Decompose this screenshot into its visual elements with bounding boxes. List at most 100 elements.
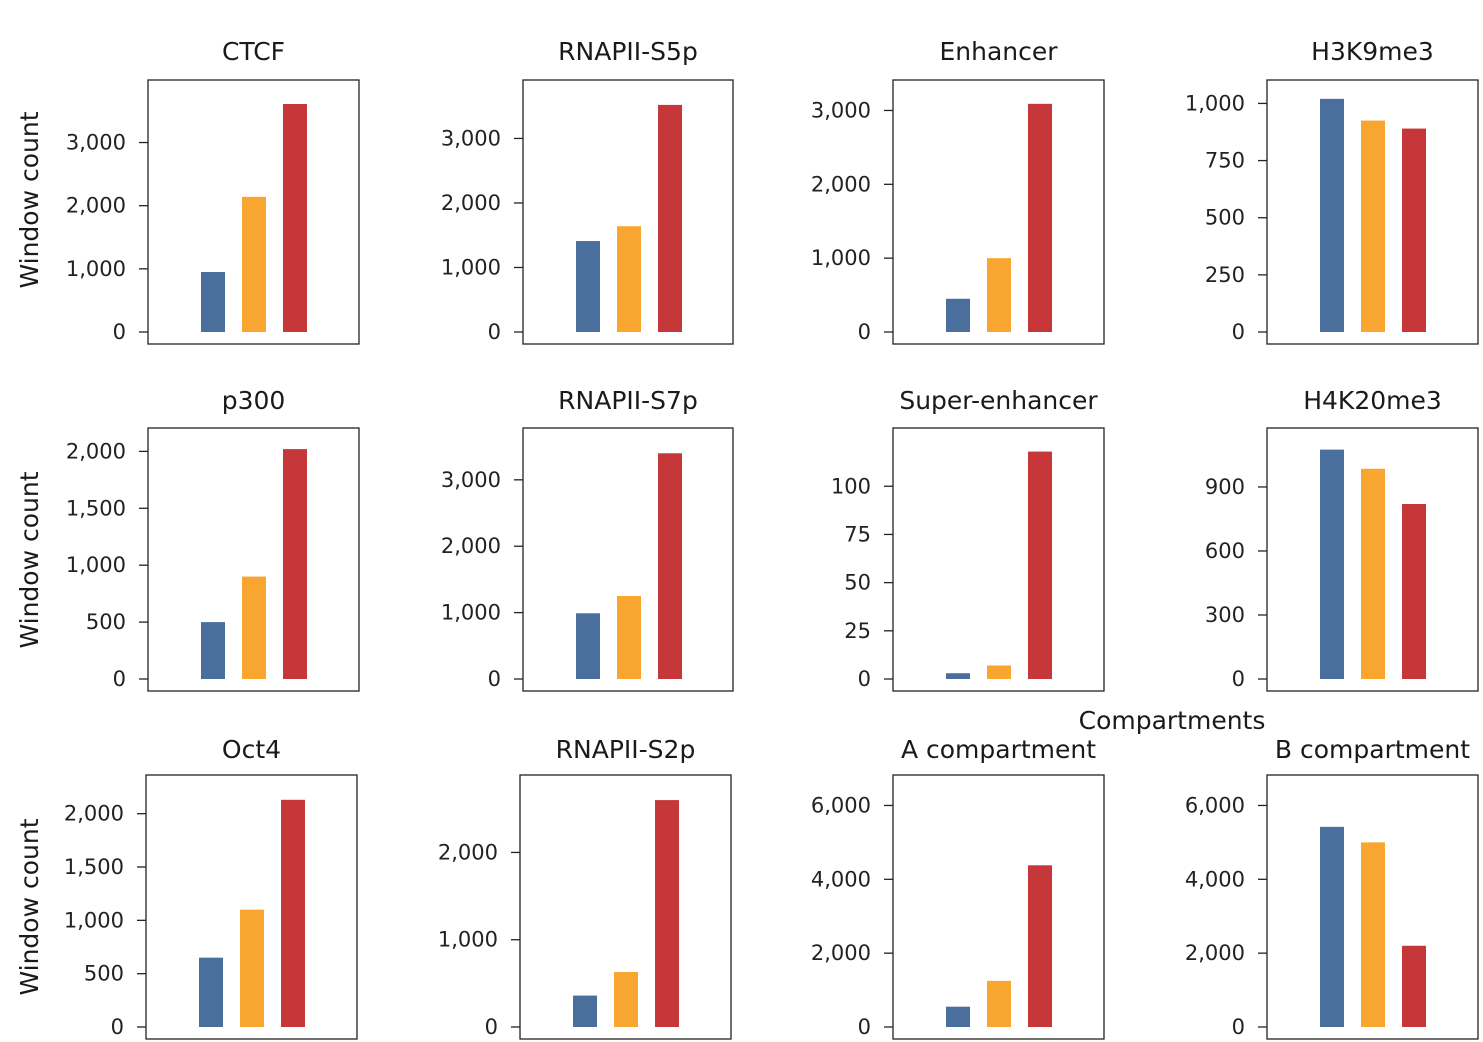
y-tick-label: 0 bbox=[111, 1015, 124, 1039]
y-tick-label: 2,000 bbox=[441, 534, 501, 558]
y-tick-label: 1,000 bbox=[66, 553, 126, 577]
bar-oct4-3 bbox=[281, 799, 305, 1027]
y-tick-label: 500 bbox=[84, 962, 124, 986]
plot-frame bbox=[522, 79, 734, 345]
panel-title: Oct4 bbox=[222, 735, 281, 764]
plot-frame bbox=[522, 427, 734, 692]
panel-title: RNAPII-S2p bbox=[556, 735, 696, 764]
y-tick-label: 1,500 bbox=[66, 496, 126, 520]
panel-oct4: Oct4 0 500 1,000 1,500 2,000 bbox=[64, 735, 358, 1040]
panel-title: Enhancer bbox=[939, 37, 1058, 66]
y-tick-label: 0 bbox=[1232, 667, 1245, 691]
bar-a-compartment-1 bbox=[946, 1006, 970, 1027]
y-tick-label: 900 bbox=[1205, 475, 1245, 499]
bar-b-compartment-2 bbox=[1361, 842, 1385, 1027]
y-tick-label: 75 bbox=[844, 522, 871, 546]
panel-title: Super-enhancer bbox=[899, 386, 1098, 415]
y-tick-label: 1,000 bbox=[811, 246, 871, 270]
bar-enhancer-2 bbox=[987, 258, 1011, 332]
panel-b-compartment: B compartment 0 2,000 4,000 6,000 bbox=[1185, 735, 1479, 1040]
panel-rnapii-s5p: RNAPII-S5p 0 1,000 2,000 3,000 bbox=[441, 37, 734, 345]
bar-h3k9me3-1 bbox=[1320, 98, 1344, 332]
y-tick-label: 2,000 bbox=[64, 802, 124, 826]
bar-super-enhancer-2 bbox=[987, 665, 1011, 679]
bar-oct4-1 bbox=[199, 957, 223, 1027]
y-tick-label: 600 bbox=[1205, 539, 1245, 563]
plot-frame bbox=[1266, 774, 1479, 1040]
y-tick-label: 1,000 bbox=[1185, 91, 1245, 115]
plot-frame bbox=[1266, 427, 1479, 692]
plot-frame bbox=[519, 774, 732, 1040]
bar-h4k20me3-1 bbox=[1320, 449, 1344, 679]
plot-frame bbox=[892, 79, 1105, 345]
y-axis-label-row-2: Window count bbox=[15, 471, 44, 648]
y-tick-label: 3,000 bbox=[811, 98, 871, 122]
y-tick-label: 4,000 bbox=[1185, 867, 1245, 891]
panel-title: B compartment bbox=[1275, 735, 1470, 764]
y-tick-label: 3,000 bbox=[66, 131, 126, 155]
bar-ctcf-1 bbox=[201, 272, 225, 332]
panel-ctcf: CTCF 0 1,000 2,000 3,000 bbox=[66, 37, 360, 345]
y-tick-label: 0 bbox=[488, 320, 501, 344]
bar-b-compartment-3 bbox=[1402, 945, 1426, 1027]
panel-title: RNAPII-S7p bbox=[558, 386, 698, 415]
y-tick-label: 0 bbox=[1232, 320, 1245, 344]
y-tick-label: 50 bbox=[844, 571, 871, 595]
panel-h4k20me3: H4K20me3 0 300 600 900 bbox=[1205, 386, 1479, 692]
bar-rnapii-s2p-2 bbox=[614, 972, 638, 1027]
y-tick-label: 3,000 bbox=[441, 468, 501, 492]
plot-frame bbox=[147, 79, 360, 345]
bar-p300-3 bbox=[283, 449, 307, 679]
plot-frame bbox=[892, 774, 1105, 1040]
bar-h3k9me3-3 bbox=[1402, 128, 1426, 332]
bar-enhancer-3 bbox=[1028, 103, 1052, 332]
bar-super-enhancer-3 bbox=[1028, 451, 1052, 679]
bar-h4k20me3-3 bbox=[1402, 504, 1426, 679]
y-axis-label-row-1: Window count bbox=[15, 111, 44, 288]
y-tick-label: 0 bbox=[113, 667, 126, 691]
compartments-group-title: Compartments bbox=[1079, 706, 1266, 735]
bar-rnapii-s7p-3 bbox=[658, 453, 682, 679]
bar-a-compartment-3 bbox=[1028, 865, 1052, 1027]
bar-ctcf-2 bbox=[242, 196, 266, 332]
panel-title: p300 bbox=[222, 386, 286, 415]
y-tick-label: 1,000 bbox=[64, 908, 124, 932]
bar-rnapii-s5p-3 bbox=[658, 104, 682, 332]
panel-title: CTCF bbox=[222, 37, 285, 66]
panel-super-enhancer: Super-enhancer 0 25 50 75 100 bbox=[831, 386, 1105, 692]
panel-title: A compartment bbox=[901, 735, 1096, 764]
y-tick-label: 0 bbox=[1232, 1015, 1245, 1039]
panel-title: H4K20me3 bbox=[1303, 386, 1442, 415]
y-tick-label: 250 bbox=[1205, 263, 1245, 287]
y-tick-label: 0 bbox=[113, 320, 126, 344]
plot-frame bbox=[147, 427, 360, 692]
y-tick-label: 6,000 bbox=[811, 793, 871, 817]
y-tick-label: 1,000 bbox=[441, 601, 501, 625]
bar-rnapii-s5p-1 bbox=[576, 241, 600, 332]
y-tick-label: 2,000 bbox=[441, 191, 501, 215]
y-tick-label: 2,000 bbox=[438, 840, 498, 864]
y-tick-label: 750 bbox=[1205, 149, 1245, 173]
bar-h3k9me3-2 bbox=[1361, 120, 1385, 332]
y-tick-label: 0 bbox=[858, 1015, 871, 1039]
plot-frame bbox=[145, 774, 358, 1040]
y-tick-label: 0 bbox=[485, 1015, 498, 1039]
panel-rnapii-s2p: RNAPII-S2p 0 1,000 2,000 bbox=[438, 735, 732, 1040]
bar-p300-1 bbox=[201, 622, 225, 679]
bar-b-compartment-1 bbox=[1320, 826, 1344, 1027]
y-tick-label: 0 bbox=[858, 667, 871, 691]
bar-a-compartment-2 bbox=[987, 980, 1011, 1027]
bar-rnapii-s2p-1 bbox=[573, 995, 597, 1027]
plot-frame bbox=[892, 427, 1105, 692]
y-tick-label: 2,000 bbox=[66, 194, 126, 218]
bar-super-enhancer-1 bbox=[946, 673, 970, 679]
panel-p300: p300 0 500 1,000 1,500 2,000 bbox=[66, 386, 360, 692]
bar-ctcf-3 bbox=[283, 104, 307, 332]
bar-rnapii-s7p-2 bbox=[617, 596, 641, 679]
bar-enhancer-1 bbox=[946, 298, 970, 332]
y-tick-label: 4,000 bbox=[811, 867, 871, 891]
panel-title: H3K9me3 bbox=[1311, 37, 1434, 66]
y-axis-label-row-3: Window count bbox=[15, 818, 44, 995]
y-tick-label: 1,000 bbox=[438, 928, 498, 952]
y-tick-label: 1,000 bbox=[441, 255, 501, 279]
